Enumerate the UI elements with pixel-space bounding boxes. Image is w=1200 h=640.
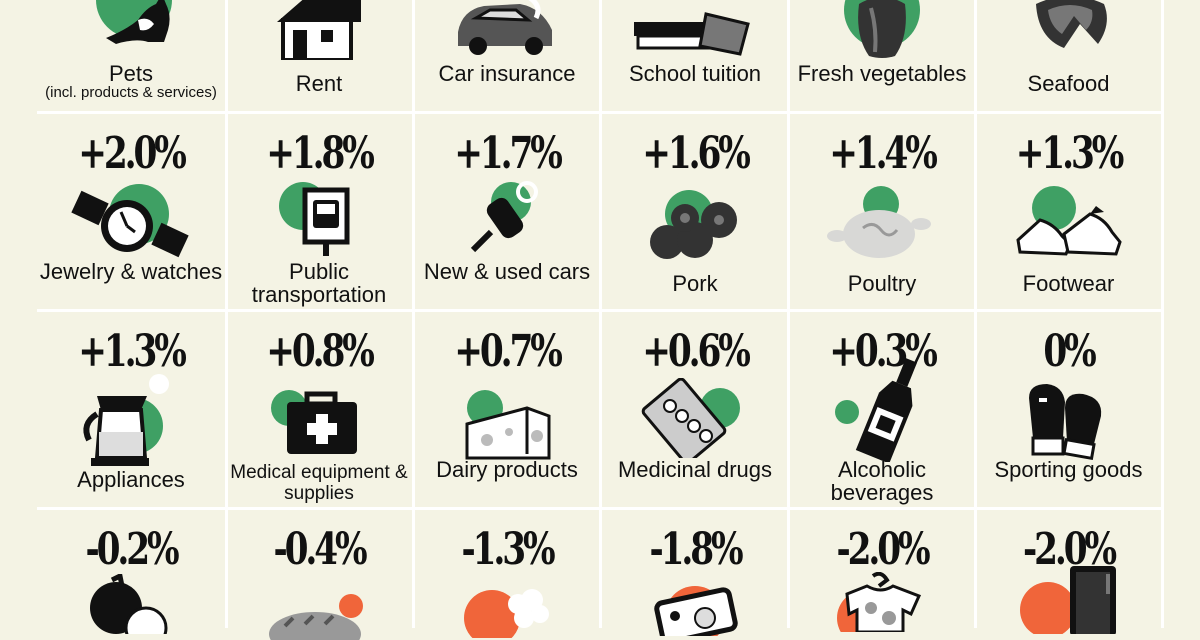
category-tile: +1.8% Public transportation [225,114,413,310]
gridline [225,0,228,628]
bus-sign-icon [279,182,350,256]
price-change-value: 0% [1043,326,1096,377]
category-tile: +1.6% Pork [601,114,789,310]
category-label: Dairy products [436,457,578,482]
baby-clothes-icon [837,572,922,632]
category-label: Pets [108,61,154,86]
books-icon [634,12,750,56]
gridline [787,0,790,628]
price-change-value: -0.2% [85,524,180,575]
popcorn-icon [464,589,549,638]
category-tile: Seafood [975,0,1162,112]
price-change-value: +1.7% [454,128,563,179]
category-label: Medicinal drugs [617,457,773,482]
chicken-icon [827,186,931,258]
category-tile: -2.0% [975,510,1162,640]
price-change-value: +1.4% [829,128,938,179]
category-tile: -0.2% [37,510,225,640]
bread-icon [269,594,363,640]
price-change-value: +0.3% [829,326,938,377]
gridline [37,507,1164,510]
crashed-car-icon [458,0,552,55]
price-change-value: +1.6% [642,128,751,179]
category-tile: Pets (incl. products & services) [37,0,225,112]
category-label: Alcoholic beverages [830,457,934,505]
gridline [1161,0,1164,628]
category-tile: School tuition [601,0,789,112]
category-sublabel: (incl. products & services) [45,84,217,101]
watch-icon [71,184,189,258]
bell-pepper-icon [844,0,920,58]
price-change-value: +1.8% [266,128,375,179]
category-tile: +0.3% Alcoholic beverages [789,312,975,508]
price-change-value: -1.3% [461,524,556,575]
category-tile: -1.8% [601,510,789,640]
gridline [599,0,602,628]
category-tile: +1.3% Footwear [975,114,1162,310]
category-label: Car insurance [438,61,576,86]
car-key-icon [470,181,538,253]
gridline [37,309,1164,312]
category-tile: +0.6% Medicinal drugs [601,312,789,508]
fruit-icon [90,574,168,634]
price-change-value: +0.8% [266,326,375,377]
category-tile: Car insurance [413,0,601,112]
phone-icon [654,586,738,636]
price-change-value: +2.0% [78,128,187,179]
category-tile: +1.7% New & used cars [413,114,601,310]
category-label: Medical equipment & supplies [230,462,408,504]
category-label: Sporting goods [994,457,1143,482]
pill-pack-icon [641,378,740,458]
category-tile: -2.0% [789,510,975,640]
category-label: Jewelry & watches [39,259,223,284]
category-tile: 0% Sporting goods [975,312,1162,508]
category-label: New & used cars [423,259,591,284]
category-label: Pork [672,271,718,296]
price-change-value: +1.3% [78,326,187,377]
category-label: School tuition [628,61,762,86]
price-change-value: +1.3% [1015,128,1125,179]
category-tile: Rent [225,0,413,112]
price-change-value: -2.0% [836,524,931,575]
gridline [37,111,1164,114]
category-tile: -1.3% [413,510,601,640]
gridline [412,0,415,628]
fish-steak-icon [1035,0,1107,48]
sneakers-icon [1015,186,1122,256]
category-label: Seafood [1027,71,1110,96]
bottle-icon [835,358,918,462]
boxing-gloves-icon [1028,384,1101,461]
gridline [974,0,977,628]
category-tile: +1.3% Appliances [37,312,225,508]
kettle-icon [83,374,169,466]
category-tile: +0.8% Medical equipment & supplies [225,312,413,508]
price-change-value: +0.6% [642,326,751,377]
price-change-value: -0.4% [273,524,368,575]
category-label: Fresh vegetables [797,61,967,86]
category-tile: -0.4% [225,510,413,640]
first-aid-kit-icon [271,390,357,454]
house-icon [277,0,361,60]
category-tile: +1.4% Poultry [789,114,975,310]
price-change-value: -1.8% [649,524,744,575]
category-label: Footwear [1022,271,1115,296]
category-tile: +2.0% Jewelry & watches [37,114,225,310]
category-tile: +0.7% Dairy products [413,312,601,508]
cat-icon [96,0,172,44]
category-label: Appliances [77,467,185,492]
category-tile: Fresh vegetables [789,0,975,112]
refrigerator-icon [1019,566,1116,634]
category-label: Poultry [847,271,917,296]
sausages-icon [650,190,737,259]
cheese-icon [465,390,551,460]
price-change-value: +0.7% [454,326,563,377]
category-label: Rent [295,71,343,96]
category-label: Public transportation [251,259,387,307]
